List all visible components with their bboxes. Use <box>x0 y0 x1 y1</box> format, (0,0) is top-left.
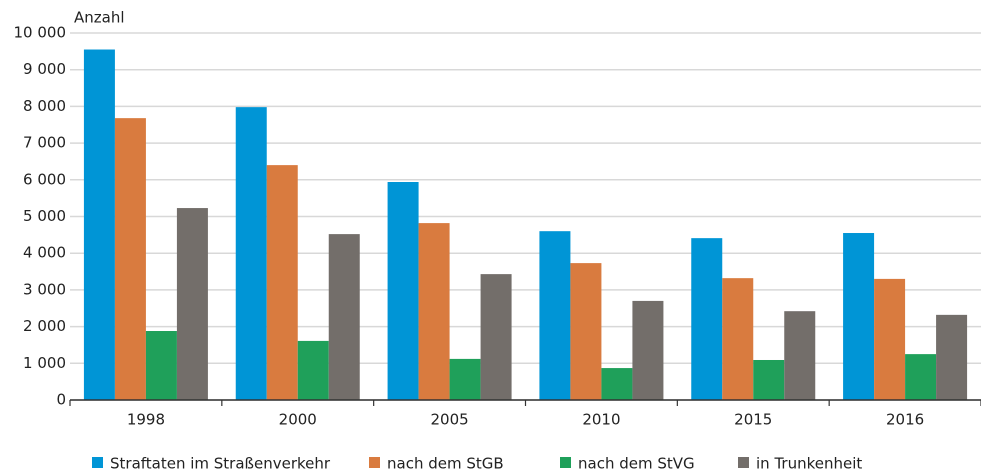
y-tick-label: 4 000 <box>23 244 66 262</box>
legend-label: nach dem StVG <box>578 455 695 473</box>
y-tick-label: 5 000 <box>23 207 66 225</box>
bar <box>328 234 360 400</box>
bar <box>843 233 875 400</box>
bar <box>266 165 298 400</box>
x-tick-label: 2000 <box>279 411 317 429</box>
x-tick-label: 2005 <box>430 411 468 429</box>
bar <box>235 107 267 400</box>
y-tick-label: 8 000 <box>23 97 66 115</box>
bar <box>905 354 937 400</box>
bar <box>480 274 512 400</box>
y-tick-label: 2 000 <box>23 317 66 335</box>
bar <box>570 263 602 400</box>
legend-swatch <box>92 457 103 468</box>
bar <box>722 278 754 400</box>
legend-swatch <box>738 457 749 468</box>
bar <box>387 182 419 400</box>
bar <box>874 278 906 400</box>
legend-label: Straftaten im Straßenverkehr <box>110 455 331 473</box>
y-tick-label: 6 000 <box>23 170 66 188</box>
legend-swatch <box>560 457 571 468</box>
legend-label: nach dem StGB <box>387 455 504 473</box>
x-tick-label: 2010 <box>582 411 620 429</box>
bar <box>936 314 968 400</box>
bar <box>601 368 633 400</box>
bar <box>632 300 664 400</box>
bar <box>145 331 177 400</box>
bar <box>449 358 481 400</box>
bar <box>418 223 450 400</box>
bar <box>297 340 329 400</box>
y-tick-label: 9 000 <box>23 60 66 78</box>
bar <box>83 49 115 400</box>
bar <box>176 208 208 400</box>
legend-swatch <box>369 457 380 468</box>
x-tick-label: 2015 <box>734 411 772 429</box>
bar <box>691 238 723 400</box>
y-tick-label: 1 000 <box>23 354 66 372</box>
y-tick-label: 3 000 <box>23 280 66 298</box>
bar <box>539 231 571 400</box>
y-tick-label: 0 <box>56 391 66 409</box>
bar <box>114 118 146 401</box>
y-axis-label: Anzahl <box>74 9 125 27</box>
bar <box>784 311 816 400</box>
legend-label: in Trunkenheit <box>756 455 862 473</box>
x-tick-label: 2016 <box>886 411 924 429</box>
bar <box>753 359 785 400</box>
x-tick-label: 1998 <box>127 411 165 429</box>
y-tick-label: 7 000 <box>23 134 66 152</box>
y-tick-label: 10 000 <box>14 24 67 42</box>
